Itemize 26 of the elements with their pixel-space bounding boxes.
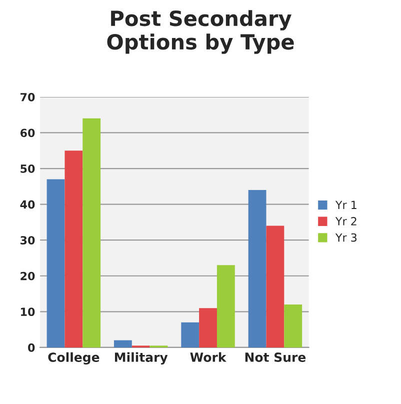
- bar: [284, 304, 302, 348]
- bar: [266, 226, 284, 348]
- bar: [199, 308, 217, 348]
- y-tick-label: 0: [28, 343, 35, 352]
- legend-label: Yr 3: [335, 233, 357, 242]
- x-tick-label: Military: [114, 352, 168, 364]
- legend-label: Yr 2: [335, 217, 356, 226]
- y-tick-label: 40: [20, 200, 35, 209]
- x-tick-label: Work: [190, 352, 226, 362]
- y-tick-label: 20: [20, 272, 35, 280]
- y-tick-label: 50: [20, 164, 35, 173]
- y-tick-label: 60: [20, 128, 35, 138]
- x-tick-label: Not Sure: [245, 352, 306, 362]
- bar: [181, 322, 200, 348]
- bar: [46, 179, 65, 348]
- chart-title: Post Secondary Options by Type: [107, 10, 294, 54]
- y-tick-label: 70: [20, 92, 35, 102]
- y-tick-label: 30: [20, 236, 35, 244]
- x-tick-label: College: [48, 352, 100, 364]
- bar: [248, 190, 266, 348]
- bar: [114, 340, 132, 348]
- bar: [216, 265, 235, 348]
- y-tick-label: 10: [21, 308, 35, 316]
- bar: [82, 118, 101, 348]
- bar: [64, 150, 83, 348]
- legend-label: Yr 1: [335, 200, 356, 209]
